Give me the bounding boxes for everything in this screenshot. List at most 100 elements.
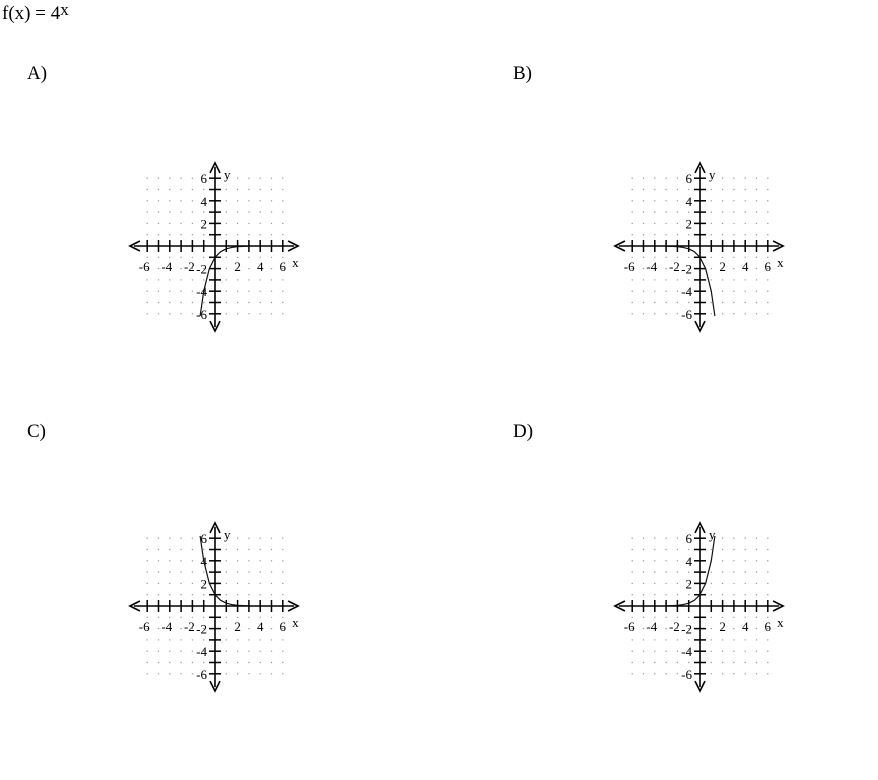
grid-dot	[225, 256, 227, 258]
grid-dot	[146, 582, 148, 585]
grid-dot	[225, 537, 227, 539]
grid-dot	[270, 301, 273, 304]
grid-dot	[225, 188, 227, 191]
grid-dot	[203, 279, 205, 281]
grid-dot	[169, 267, 171, 270]
choice-label-d[interactable]: D)	[513, 421, 534, 442]
grid-dot	[157, 301, 160, 304]
grid-dot	[676, 301, 679, 304]
grid-dot	[654, 616, 656, 618]
grid-dot	[248, 211, 250, 213]
grid-dot	[688, 616, 690, 618]
grid-dot	[767, 661, 769, 664]
grid-dot	[654, 548, 656, 551]
grid-dot	[270, 560, 273, 562]
grid-dot	[767, 279, 769, 281]
grid-dot	[282, 211, 284, 213]
grid-dot	[688, 313, 690, 315]
grid-dot	[146, 673, 148, 675]
grid-dot	[146, 188, 148, 191]
grid-dot	[631, 673, 633, 675]
grid-dot	[225, 313, 227, 315]
grid-dot	[654, 673, 656, 675]
grid-dot	[631, 211, 633, 213]
grid-dot	[721, 211, 724, 213]
grid-dot	[654, 267, 656, 270]
grid-dot	[203, 200, 205, 202]
grid-dot	[642, 560, 645, 562]
grid-dot	[203, 616, 205, 618]
grid-dot	[270, 177, 273, 179]
grid-dot	[146, 594, 148, 596]
grid-dot	[665, 188, 667, 191]
grid-dot	[688, 582, 690, 585]
grid-dot	[654, 560, 656, 562]
grid-dot	[180, 177, 182, 179]
y-tick-label: 6	[686, 171, 693, 186]
y-tick-label: -4	[681, 284, 692, 299]
grid-dot	[225, 177, 227, 179]
grid-dot	[225, 222, 227, 225]
x-tick-label: 2	[719, 619, 726, 634]
grid-dot	[733, 548, 735, 551]
choice-label-b[interactable]: B)	[513, 63, 532, 84]
y-axis-arrow-up	[694, 521, 706, 534]
grid-dot	[733, 279, 735, 281]
grid-dot	[282, 267, 284, 270]
grid-dot	[157, 560, 160, 562]
grid-dot	[654, 211, 656, 213]
grid-dot	[767, 177, 769, 179]
x-tick-label: 4	[742, 619, 749, 634]
grid-dot	[203, 639, 205, 641]
grid-dot	[676, 661, 679, 664]
grid-dot	[665, 177, 667, 179]
x-axis-arrow-right	[772, 600, 785, 612]
grid-dot	[721, 560, 724, 562]
grid-dot	[248, 673, 250, 675]
grid-dot	[146, 200, 148, 202]
grid-dot	[191, 279, 194, 281]
grid-dot	[721, 650, 724, 652]
y-tick-label: 2	[686, 216, 693, 231]
grid-dot	[688, 639, 690, 641]
grid-dot	[744, 313, 746, 315]
grid-dot	[676, 650, 679, 652]
y-tick-label: -6	[681, 667, 692, 682]
grid-dot	[236, 627, 239, 630]
grid-dot	[225, 673, 227, 675]
choice-label-a[interactable]: A)	[27, 63, 48, 84]
grid-dot	[676, 256, 679, 258]
grid-dot	[688, 234, 690, 236]
grid-dot	[733, 211, 735, 213]
grid-dot	[248, 290, 250, 292]
grid-dot	[203, 256, 205, 258]
grid-dot	[236, 594, 239, 596]
grid-dot	[157, 571, 160, 573]
choice-label-c[interactable]: C)	[27, 421, 46, 442]
grid-dot	[157, 256, 160, 258]
grid-dot	[157, 200, 160, 202]
grid-dot	[665, 650, 667, 652]
y-tick-label: -2	[681, 262, 692, 277]
grid-dot	[665, 222, 667, 225]
grid-dot	[146, 616, 148, 618]
grid-dot	[767, 627, 769, 630]
grid-dot	[282, 222, 284, 225]
grid-dot	[733, 673, 735, 675]
grid-dot	[654, 279, 656, 281]
grid-dot	[248, 200, 250, 202]
grid-dot	[169, 290, 171, 292]
grid-dot	[180, 537, 182, 539]
y-tick-label: 4	[686, 194, 693, 209]
grid-dot	[146, 537, 148, 539]
grid-dot	[270, 627, 273, 630]
grid-dot	[180, 256, 182, 258]
grid-dot	[688, 222, 690, 225]
grid-dot	[733, 661, 735, 664]
grid-dot	[157, 639, 160, 641]
grid-dot	[248, 301, 250, 304]
grid-dot	[191, 673, 194, 675]
x-axis-arrow-left	[128, 600, 141, 612]
grid-dot	[157, 211, 160, 213]
grid-dot	[259, 200, 261, 202]
